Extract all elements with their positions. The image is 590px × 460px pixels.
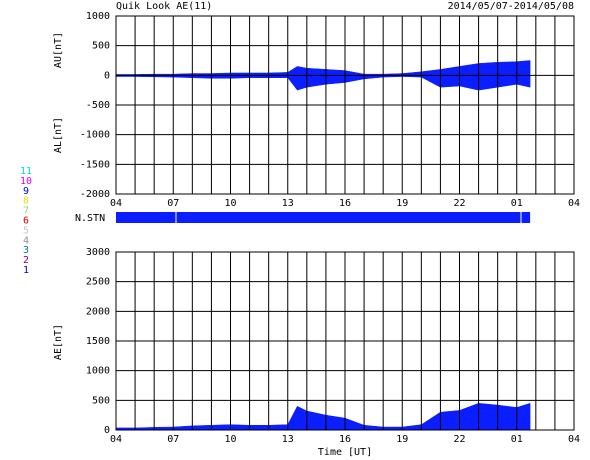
x-tick-label: 01 bbox=[511, 198, 523, 209]
y-tick-label: 1000 bbox=[86, 366, 110, 377]
y-tick-label: 1500 bbox=[86, 336, 110, 347]
y-tick-label: 3000 bbox=[86, 247, 110, 258]
station-legend-label: 7 bbox=[23, 206, 29, 217]
station-legend-label: 3 bbox=[23, 245, 29, 256]
x-tick-label: 13 bbox=[282, 198, 294, 209]
y-axis-label: AL[nT] bbox=[53, 117, 64, 153]
x-tick-label: 19 bbox=[396, 198, 408, 209]
x-axis-label: Time [UT] bbox=[318, 447, 372, 458]
plot-frame bbox=[115, 251, 575, 431]
x-tick-label: 10 bbox=[224, 434, 236, 445]
plot-frame bbox=[115, 15, 575, 195]
x-tick-label: 19 bbox=[396, 434, 408, 445]
y-tick-label: -1500 bbox=[80, 159, 110, 170]
x-tick-label: 04 bbox=[568, 434, 580, 445]
station-label: N.STN bbox=[75, 213, 105, 224]
x-tick-label: 16 bbox=[339, 434, 351, 445]
y-tick-label: 0 bbox=[104, 425, 110, 436]
x-tick-label: 04 bbox=[110, 434, 122, 445]
x-tick-label: 07 bbox=[167, 434, 179, 445]
station-legend-label: 10 bbox=[20, 176, 32, 187]
y-tick-label: 500 bbox=[92, 395, 110, 406]
station-legend-label: 5 bbox=[23, 225, 29, 236]
x-tick-label: 22 bbox=[453, 198, 465, 209]
station-legend-label: 11 bbox=[20, 166, 32, 177]
chart-title: Quik Look AE(11) bbox=[116, 1, 212, 12]
x-tick-label: 10 bbox=[224, 198, 236, 209]
x-tick-label: 22 bbox=[453, 434, 465, 445]
station-legend-label: 8 bbox=[23, 196, 29, 207]
y-tick-label: -2000 bbox=[80, 189, 110, 200]
y-tick-label: 0 bbox=[104, 70, 110, 81]
x-tick-label: 07 bbox=[167, 198, 179, 209]
station-legend-label: 1 bbox=[23, 265, 29, 276]
x-tick-label: 16 bbox=[339, 198, 351, 209]
x-tick-label: 04 bbox=[568, 198, 580, 209]
x-tick-label: 01 bbox=[511, 434, 523, 445]
y-tick-label: -1000 bbox=[80, 130, 110, 141]
date-range: 2014/05/07-2014/05/08 bbox=[448, 1, 574, 12]
y-tick-label: 2500 bbox=[86, 277, 110, 288]
station-bar bbox=[116, 212, 531, 223]
y-tick-label: 1000 bbox=[86, 11, 110, 22]
y-tick-label: 500 bbox=[92, 41, 110, 52]
station-legend-label: 9 bbox=[23, 186, 29, 197]
station-legend-label: 6 bbox=[23, 216, 29, 227]
x-tick-label: 13 bbox=[282, 434, 294, 445]
y-tick-label: -500 bbox=[86, 100, 110, 111]
x-tick-label: 04 bbox=[110, 198, 122, 209]
y-axis-label: AU[nT] bbox=[53, 32, 64, 68]
station-legend-label: 4 bbox=[23, 235, 29, 246]
y-tick-label: 2000 bbox=[86, 306, 110, 317]
station-legend-label: 2 bbox=[23, 255, 29, 266]
y-axis-label: AE[nT] bbox=[53, 324, 64, 360]
